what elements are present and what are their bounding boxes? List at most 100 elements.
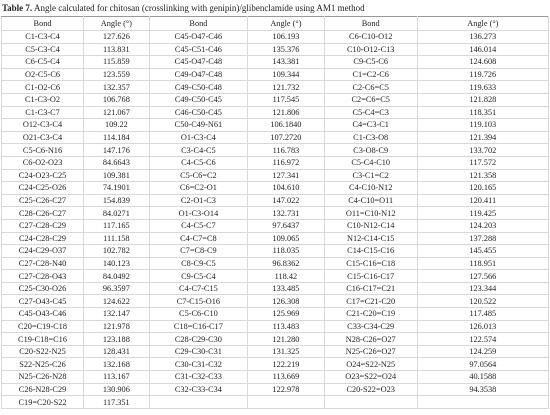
angle-cell: 84.0492	[83, 269, 150, 283]
bond-cell: C32-C33-C34	[148, 382, 249, 397]
angle-cell: 121.280	[247, 332, 325, 346]
bond-cell: C17=C21-C20	[323, 294, 418, 309]
angle-cell: 74.1901	[83, 181, 150, 195]
table-row: C27-C28-O43 84.0492 C9-C5-C4 118.42 C15-C16-…	[0, 269, 550, 283]
bond-cell: C5-C4=C3	[323, 105, 418, 120]
angle-cell: 109.381	[83, 168, 150, 183]
bond-cell: C46-C50-C45	[148, 105, 249, 120]
angle-cell: 132.357	[83, 80, 150, 94]
angle-cell: 106.1840	[247, 118, 325, 132]
table-row: C1-C3-O2 106.768 C49-C50-C45 117.545 C2=C6=C…	[0, 92, 550, 107]
angle-cell: 131.325	[247, 344, 325, 359]
table-row: C1-C3-C4 127.626 C45-O47-C46 106.193 C6-C10-…	[0, 30, 550, 44]
bond-cell: C5-C3-C4	[0, 42, 85, 57]
angle-cell: 154.839	[83, 193, 150, 208]
angle-cell: 102.782	[83, 244, 150, 258]
table-row: C28-C26-C27 84.0271 O1-C3-O14 132.731 O11=C1…	[0, 206, 550, 220]
bond-cell: C4=C3-C1	[323, 118, 418, 132]
angle-cell: 118.951	[416, 256, 550, 271]
bond-cell: C49-C50-C48	[148, 80, 249, 94]
angle-cell: 130.906	[83, 382, 150, 397]
bond-cell: O12-C3-C4	[0, 118, 85, 132]
table-row: C27-C28-N40 140.123 C8-C9-C5 96.8362 C15-C16…	[0, 256, 550, 271]
angle-cell: 127.341	[247, 168, 325, 183]
bond-cell: C21-C20=C19	[323, 307, 418, 321]
angle-cell: 140.123	[83, 256, 150, 271]
bond-cell: C4-C5-C7	[148, 218, 249, 233]
bond-cell: O1-C3-C4	[148, 130, 249, 145]
table-row: C27-C28-C29 117.165 C4-C5-C7 97.6437 C10-N12…	[0, 218, 550, 233]
bond-cell: C50-C49-N61	[148, 118, 249, 132]
angle-cell: 114.184	[83, 130, 150, 145]
angle-cell: 126.308	[247, 294, 325, 309]
angle-cell: 118.351	[416, 105, 550, 120]
angle-cell: 97.6437	[247, 218, 325, 233]
bond-cell: C45-O43-C46	[0, 307, 85, 321]
angle-cell: 96.3597	[83, 281, 150, 296]
angle-cell: 116.783	[247, 143, 325, 157]
bond-cell: C49-O47-C48	[148, 67, 249, 82]
bond-cell: C9-C5-C6	[323, 55, 418, 69]
bond-cell: C7-C15-O16	[148, 294, 249, 309]
bond-cell: N25-C26-N28	[0, 370, 85, 384]
angle-cell: 127.626	[83, 30, 150, 44]
bond-cell: C19=C20-S22	[0, 395, 85, 409]
angle-cell: 121.978	[83, 319, 150, 334]
bond-cell: N25-C26=O27	[323, 344, 418, 359]
angle-cell: 120.411	[416, 193, 550, 208]
bond-cell: C2-O1-C3	[148, 193, 249, 208]
bond-cell: C6-C5-C4	[0, 55, 85, 69]
bond-cell: C3-C1=C2	[323, 168, 418, 183]
angle-cell: 121.394	[416, 130, 550, 145]
bond-cell: C45-C51-C46	[148, 42, 249, 57]
bond-cell: C30-C31-C32	[148, 357, 249, 372]
bond-cell: O23=S22=O24	[323, 370, 418, 384]
bond-cell: C15-C16=C18	[323, 256, 418, 271]
angle-cell: 124.622	[83, 294, 150, 309]
bond-cell: C1-C3-C7	[0, 105, 85, 120]
table-row: C24-O23-C25 109.381 C5-C6=C2 127.341 C3-C1=C…	[0, 168, 550, 183]
bond-cell: C14-C15-C16	[323, 244, 418, 258]
angle-cell: 118.035	[247, 244, 325, 258]
bond-cell: C5-C6-N16	[0, 143, 85, 157]
angle-cell: 113.483	[247, 319, 325, 334]
bond-cell: C24-C25-O26	[0, 181, 85, 195]
angle-cell: 128.431	[83, 344, 150, 359]
bond-cell: C24-C28-C29	[0, 231, 85, 246]
bond-cell: C45-O47-C48	[148, 55, 249, 69]
table-row: C24-C25-O26 74.1901 C6=C2-O1 104.610 C4-C10-…	[0, 181, 550, 195]
empty-cell	[323, 395, 418, 409]
angle-cell: 109.344	[247, 67, 325, 82]
angle-cell: 109.22	[83, 118, 150, 132]
angle-cell: 136.273	[416, 30, 550, 44]
bond-cell: C15-C16-C17	[323, 269, 418, 283]
bond-cell: C45-O47-C46	[148, 30, 249, 44]
table-row: C24-C29-O37 102.782 C7=C8-C9 118.035 C14-C15…	[0, 244, 550, 258]
angle-cell: 145.455	[416, 244, 550, 258]
angle-cell: 115.859	[83, 55, 150, 69]
angle-cell: 117.485	[416, 307, 550, 321]
bond-cell: O2-C5-C6	[0, 67, 85, 82]
table-row: C27-O43-C45 124.622 C7-C15-O16 126.308 C17=C…	[0, 294, 550, 309]
angle-cell: 123.344	[416, 281, 550, 296]
angle-cell: 121.067	[83, 105, 150, 120]
bond-cell: C1-C3-O8	[323, 130, 418, 145]
angle-cell: 117.165	[83, 218, 150, 233]
bond-cell: C1=C2-C6	[323, 67, 418, 82]
table-row: C20=C19-C18 121.978 C18=C16-C17 113.483 C33-…	[0, 319, 550, 334]
angle-cell: 96.8362	[247, 256, 325, 271]
table-row: O12-C3-C4 109.22 C50-C49-N61 106.1840 C4=C3-…	[0, 118, 550, 132]
bond-cell: C20=C19-C18	[0, 319, 85, 334]
table-row: C24-C28-C29 111.158 C4-C7=C8 109.065 N12-C14…	[0, 231, 550, 246]
bond-cell: C19-C18=C16	[0, 332, 85, 346]
table-row: C5-C6-N16 147.176 C3-C4-C5 116.783 C3-O8-C9 1…	[0, 143, 550, 157]
bond-cell: C25-C26-C27	[0, 193, 85, 208]
bond-cell: C24-C29-O37	[0, 244, 85, 258]
angle-cell: 122.978	[247, 382, 325, 397]
angle-cell: 84.6643	[83, 155, 150, 170]
header-cell: Bond	[0, 16, 85, 31]
bond-cell: C18=C16-C17	[148, 319, 249, 334]
bond-cell: C31-C32-C33	[148, 370, 249, 384]
angle-cell: 119.633	[416, 80, 550, 94]
